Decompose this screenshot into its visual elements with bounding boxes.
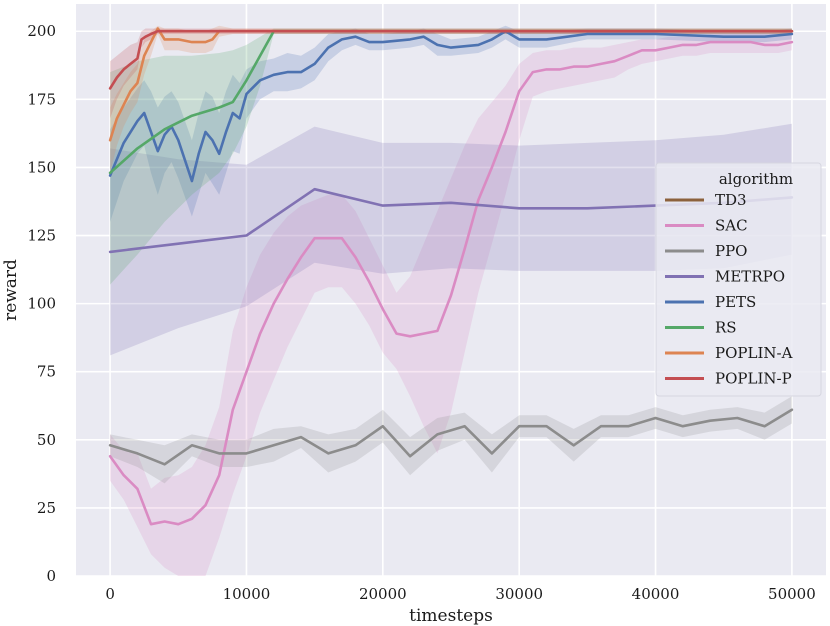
- x-axis-ticks: 0 10000 20000 30000 40000 50000: [105, 585, 815, 603]
- legend-label-sac: SAC: [715, 217, 748, 235]
- legend-label-poplin-p: POPLIN-P: [715, 370, 792, 388]
- y-tick-label: 125: [27, 227, 56, 245]
- legend-label-ppo: PPO: [715, 242, 747, 260]
- y-tick-label: 25: [37, 499, 56, 517]
- legend-label-poplin-a: POPLIN-A: [715, 344, 793, 362]
- legend: algorithm TD3 SAC PPO METRPO PETS RS POPLIN-A P…: [655, 162, 822, 397]
- legend-label-metrpo: METRPO: [715, 268, 785, 286]
- legend-title: algorithm: [719, 170, 793, 188]
- x-tick-label: 10000: [223, 585, 271, 603]
- x-tick-label: 50000: [768, 585, 816, 603]
- metrpo-band: [110, 123, 792, 356]
- y-tick-label: 100: [27, 295, 56, 313]
- poplin-p-line: [108, 29, 794, 90]
- y-tick-label: 0: [46, 567, 56, 585]
- ppo-line: [108, 408, 794, 466]
- ppo-band: [110, 396, 792, 484]
- legend-label-rs: RS: [715, 319, 737, 337]
- legend-label-td3: TD3: [715, 191, 747, 209]
- y-axis-title: reward: [1, 259, 21, 321]
- y-tick-label: 50: [37, 431, 56, 449]
- y-tick-label: 200: [27, 22, 56, 40]
- sac-band: [110, 34, 792, 576]
- x-tick-label: 20000: [359, 585, 407, 603]
- legend-box: [655, 162, 822, 397]
- legend-label-pets: PETS: [715, 293, 756, 311]
- x-tick-label: 40000: [632, 585, 680, 603]
- x-tick-label: 30000: [495, 585, 543, 603]
- series-lines: [108, 27, 794, 526]
- x-tick-label: 0: [105, 585, 115, 603]
- y-tick-label: 150: [27, 158, 56, 176]
- x-axis-title: timesteps: [409, 606, 493, 626]
- y-tick-label: 175: [27, 90, 56, 108]
- pets-line: [108, 29, 794, 183]
- y-tick-label: 75: [37, 363, 56, 381]
- legend-items: TD3 SAC PPO METRPO PETS RS POPLIN-A POPLIN-P: [665, 191, 793, 388]
- pets-band: [110, 25, 792, 222]
- y-axis-ticks: 0 25 50 75 100 125 150 175 200: [27, 22, 56, 585]
